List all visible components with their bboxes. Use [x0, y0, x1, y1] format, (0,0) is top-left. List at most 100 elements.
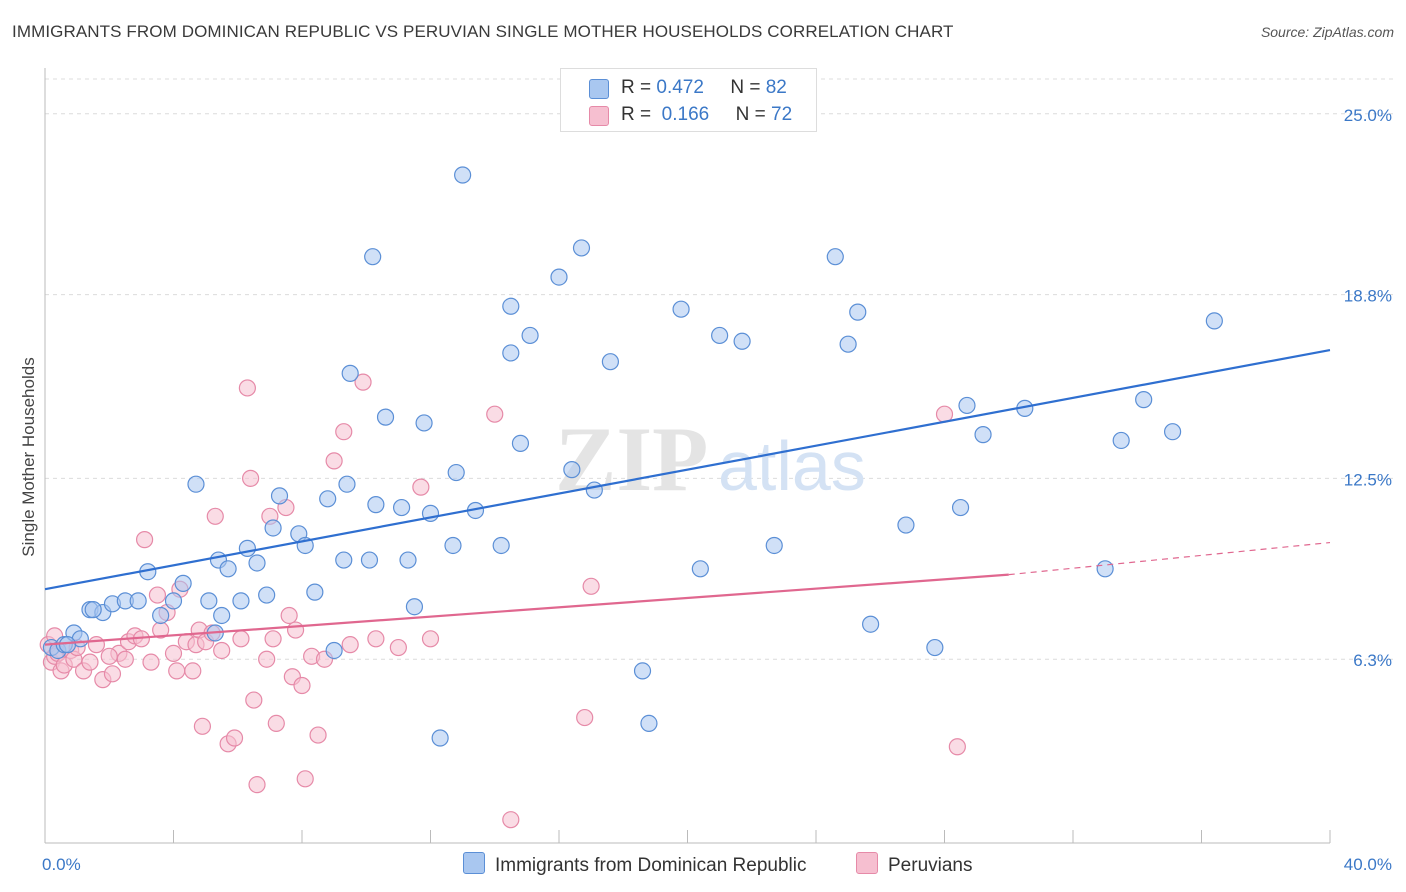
data-point	[364, 248, 382, 266]
legend-n-label: N =	[735, 104, 766, 125]
bottom-legend-swatch-blue	[463, 852, 485, 874]
data-point	[1205, 312, 1223, 330]
data-point	[103, 665, 122, 683]
data-point	[765, 536, 783, 555]
legend: R = 0.472 N = 82 R = 0.166 N = 72	[560, 68, 817, 132]
data-point	[242, 469, 260, 487]
data-point	[521, 326, 539, 345]
data-point	[258, 586, 276, 604]
data-point	[164, 592, 183, 610]
data-point	[84, 601, 102, 619]
y-tick-label: 6.3%	[1353, 651, 1392, 670]
data-point	[563, 461, 581, 479]
data-point	[691, 560, 709, 578]
legend-r-label: R =	[621, 104, 652, 125]
data-point	[640, 714, 658, 733]
data-point	[280, 606, 298, 625]
data-point	[582, 577, 600, 595]
data-point	[270, 487, 289, 505]
data-point	[389, 638, 407, 657]
chart-title: IMMIGRANTS FROM DOMINICAN REPUBLIC VS PE…	[12, 22, 954, 41]
data-point	[862, 615, 880, 633]
axes	[44, 68, 1331, 844]
x-tick-max: 40.0%	[1344, 855, 1392, 874]
data-point	[897, 516, 915, 534]
data-point	[174, 574, 192, 592]
data-point	[338, 475, 356, 493]
data-point	[550, 268, 568, 286]
y-tick-label: 12.5%	[1344, 470, 1392, 489]
data-point	[135, 531, 154, 549]
x-tick-min: 0.0%	[42, 855, 81, 874]
data-point	[248, 776, 266, 794]
data-point	[232, 592, 250, 610]
data-point	[264, 519, 282, 537]
data-point	[335, 551, 353, 569]
data-point	[572, 239, 591, 257]
data-point	[926, 638, 944, 657]
data-point	[454, 166, 472, 184]
data-point	[296, 770, 314, 788]
data-point	[354, 373, 372, 391]
data-point	[672, 300, 690, 318]
data-point	[974, 426, 992, 444]
data-point	[341, 364, 359, 382]
y-tick-label: 25.0%	[1344, 106, 1392, 125]
trend-lines	[44, 348, 1331, 646]
data-point	[576, 708, 594, 727]
bottom-legend-label-peruvians: Peruvians	[888, 855, 973, 876]
legend-r-label: R =	[621, 77, 652, 98]
data-point	[1163, 423, 1182, 441]
data-point	[502, 344, 520, 362]
data-point	[325, 641, 343, 660]
data-point	[1112, 431, 1130, 450]
data-point	[116, 650, 134, 668]
data-point	[245, 691, 263, 709]
y-tick-label: 18.8%	[1344, 287, 1392, 306]
source-label: Source: ZipAtlas.com	[1260, 24, 1394, 40]
legend-n-value: 72	[771, 104, 793, 125]
data-point	[219, 560, 237, 578]
data-point	[367, 630, 385, 648]
legend-swatch-pink	[589, 106, 609, 126]
data-point	[81, 653, 99, 671]
watermark-zip: ZIP	[555, 408, 708, 510]
data-point	[399, 551, 417, 569]
data-point	[444, 536, 462, 555]
data-point	[447, 463, 465, 482]
data-point	[360, 551, 379, 569]
data-point	[502, 297, 520, 315]
legend-r-value: 0.472	[656, 77, 704, 98]
data-point	[951, 498, 970, 517]
legend-r-value: 0.166	[661, 104, 710, 125]
data-point	[958, 396, 976, 415]
data-point	[264, 630, 282, 648]
data-point	[601, 353, 620, 371]
data-point	[168, 662, 186, 680]
bottom-legend-dominican: Immigrants from Dominican Republic	[463, 852, 807, 877]
gridlines	[45, 78, 1395, 660]
data-point	[826, 248, 844, 266]
data-point	[293, 676, 311, 695]
data-point	[319, 490, 337, 508]
data-point	[306, 583, 324, 601]
data-point	[225, 729, 244, 747]
data-point	[184, 662, 202, 680]
data-point	[213, 641, 231, 660]
y-tick-labels: 6.3% 12.5% 18.8% 25.0%	[1344, 106, 1392, 670]
data-point	[213, 606, 231, 625]
legend-n-value: 82	[765, 77, 787, 98]
data-point	[258, 650, 276, 668]
data-point	[232, 630, 250, 648]
data-point	[309, 726, 327, 744]
data-point	[1096, 560, 1114, 578]
bottom-legend-label-dominican: Immigrants from Dominican Republic	[495, 855, 807, 876]
data-point	[129, 592, 147, 610]
data-point	[585, 481, 603, 499]
data-point	[1135, 391, 1153, 409]
data-point	[733, 332, 751, 350]
watermark: ZIP atlas	[555, 408, 866, 510]
data-point	[839, 335, 857, 353]
data-point	[492, 536, 510, 555]
